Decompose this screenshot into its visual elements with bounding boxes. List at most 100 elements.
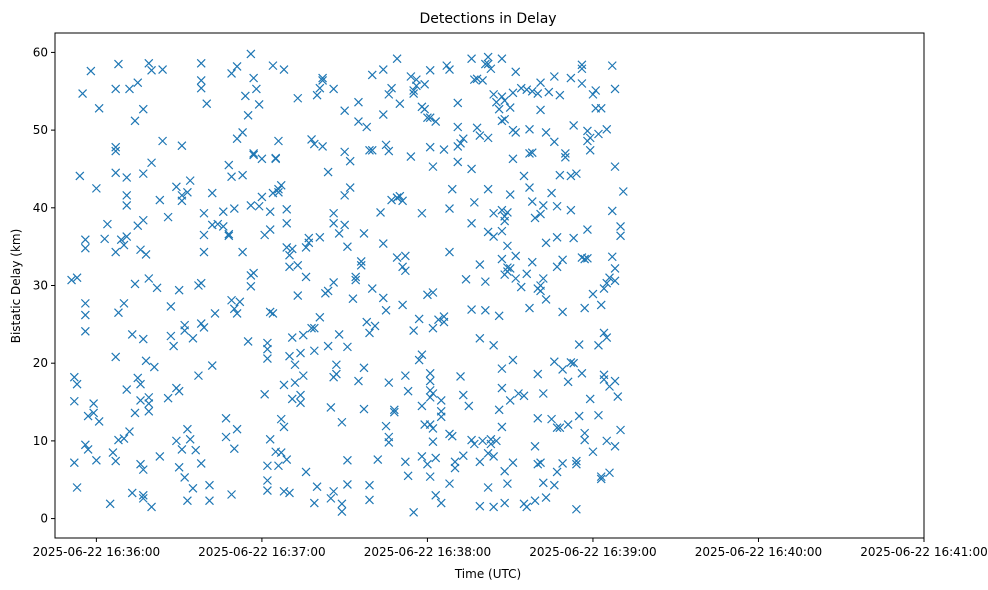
data-point-marker [599,284,609,294]
data-point-marker [475,333,485,343]
data-point-marker [116,235,126,245]
data-point-marker [591,86,601,95]
data-point-marker [331,369,341,379]
data-point-marker [458,134,468,144]
data-point-marker [505,396,515,405]
data-point-marker [111,247,121,257]
data-point-marker [268,309,278,318]
data-point-marker [511,274,521,283]
data-point-marker [196,83,206,93]
data-point-marker [574,340,584,349]
data-point-marker [558,255,568,265]
data-point-marker [497,205,507,215]
data-point-marker [467,435,476,445]
data-point-marker [400,457,410,467]
data-point-marker [574,411,584,421]
data-point-marker [445,65,454,74]
data-point-marker [602,333,612,342]
data-point-marker [431,453,441,463]
data-point-marker [522,502,532,512]
data-point-marker [458,390,468,400]
data-point-marker [503,208,512,217]
data-point-marker [549,72,559,81]
data-point-marker [596,474,606,484]
data-point-marker [249,150,259,160]
data-point-marker [511,251,521,261]
data-point-marker [475,501,485,511]
data-point-marker [403,386,413,396]
data-point-marker [583,126,592,136]
data-point-marker [229,204,239,214]
data-point-marker [442,61,452,71]
data-point-marker [450,463,460,473]
data-point-marker [282,455,292,464]
data-point-marker [329,84,339,94]
data-point-marker [420,79,430,89]
data-point-marker [599,328,609,338]
data-point-marker [431,117,441,126]
data-point-marker [196,319,206,328]
data-point-marker [560,152,570,162]
data-point-marker [525,183,534,193]
data-point-marker [348,294,358,304]
data-point-marker [114,308,123,318]
data-point-marker [144,392,154,402]
data-point-marker [136,459,145,469]
data-point-marker [323,167,333,177]
data-point-marker [425,376,435,386]
data-point-marker [566,205,576,215]
data-point-marker [265,207,275,217]
data-point-marker [158,136,168,146]
data-point-marker [246,281,256,291]
data-point-marker [596,300,606,310]
data-point-marker [610,84,620,94]
data-point-marker [585,145,595,155]
data-point-marker [218,207,228,217]
data-point-marker [257,154,267,164]
data-point-marker [125,84,134,94]
data-point-marker [478,436,488,446]
data-point-marker [329,208,339,218]
data-point-marker [196,58,206,68]
data-point-marker [400,251,410,261]
data-point-marker [497,364,507,374]
data-point-marker [279,65,289,74]
data-point-marker [351,272,361,282]
data-point-marker [541,238,551,248]
data-point-marker [605,468,614,478]
data-point-marker [400,371,410,381]
data-point-marker [169,341,179,351]
data-point-marker [607,252,617,262]
y-tick-label: 0 [40,512,48,526]
data-point-marker [304,238,314,248]
data-point-marker [378,65,388,74]
data-point-marker [536,78,545,88]
data-point-marker [155,195,165,205]
data-point-marker [318,142,328,151]
data-point-marker [329,486,339,496]
data-point-marker [398,196,408,206]
data-point-marker [152,283,162,293]
data-point-marker [108,448,118,457]
data-point-marker [224,231,234,241]
data-point-marker [533,459,543,469]
data-point-marker [536,105,545,115]
data-point-marker [494,104,504,114]
data-point-marker [489,232,499,241]
data-point-marker [315,232,325,242]
x-tick-label: 2025-06-22 16:40:00 [695,545,822,559]
data-point-marker [122,385,132,395]
data-point-marker [522,269,532,279]
data-point-marker [307,135,316,144]
data-point-marker [571,504,581,514]
data-point-marker [67,275,76,285]
data-point-marker [538,274,548,283]
data-point-marker [354,117,363,126]
data-point-marker [196,75,206,85]
data-point-marker [508,154,518,164]
x-tick-label: 2025-06-22 16:41:00 [860,545,987,559]
data-point-marker [249,73,259,83]
data-point-marker [525,124,534,134]
data-point-marker [254,201,264,211]
data-point-marker [571,169,581,179]
